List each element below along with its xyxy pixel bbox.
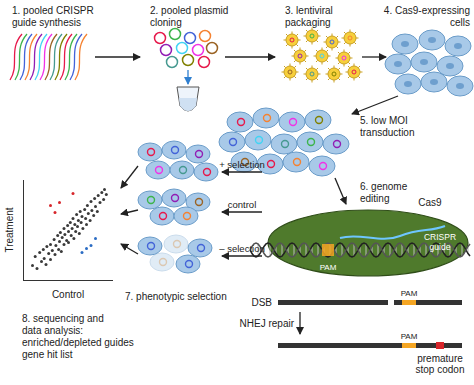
svg-text:PAM: PAM: [401, 289, 418, 298]
svg-text:+ selection: + selection: [219, 159, 265, 170]
svg-text:control: control: [228, 199, 257, 210]
svg-text:Control: Control: [52, 289, 84, 300]
svg-text:CRISPRguide: CRISPRguide: [424, 232, 456, 252]
svg-text:– selection: – selection: [219, 243, 264, 254]
svg-text:3. lentiviralpackaging: 3. lentiviralpackaging: [285, 5, 333, 28]
svg-text:5. low MOItransduction: 5. low MOItransduction: [360, 115, 414, 138]
svg-text:7. phenotypic selection: 7. phenotypic selection: [125, 291, 227, 302]
svg-text:4. Cas9-expressingcells: 4. Cas9-expressingcells: [384, 5, 470, 28]
svg-text:2. pooled plasmidcloning: 2. pooled plasmidcloning: [150, 5, 228, 28]
svg-text:PAM: PAM: [320, 263, 337, 272]
svg-text:6. genomeediting: 6. genomeediting: [360, 181, 408, 204]
svg-text:prematurestop codon: prematurestop codon: [416, 353, 465, 375]
svg-text:1. pooled CRISPRguide synthesi: 1. pooled CRISPRguide synthesis: [12, 5, 94, 28]
svg-text:PAM: PAM: [401, 332, 418, 341]
svg-text:Treatment: Treatment: [4, 207, 15, 252]
svg-text:NHEJ repair: NHEJ repair: [240, 318, 295, 329]
svg-text:Cas9: Cas9: [418, 197, 442, 208]
svg-text:8. sequencing anddata analysis: 8. sequencing anddata analysis:enriched/…: [22, 313, 134, 360]
svg-text:DSB: DSB: [251, 297, 272, 308]
